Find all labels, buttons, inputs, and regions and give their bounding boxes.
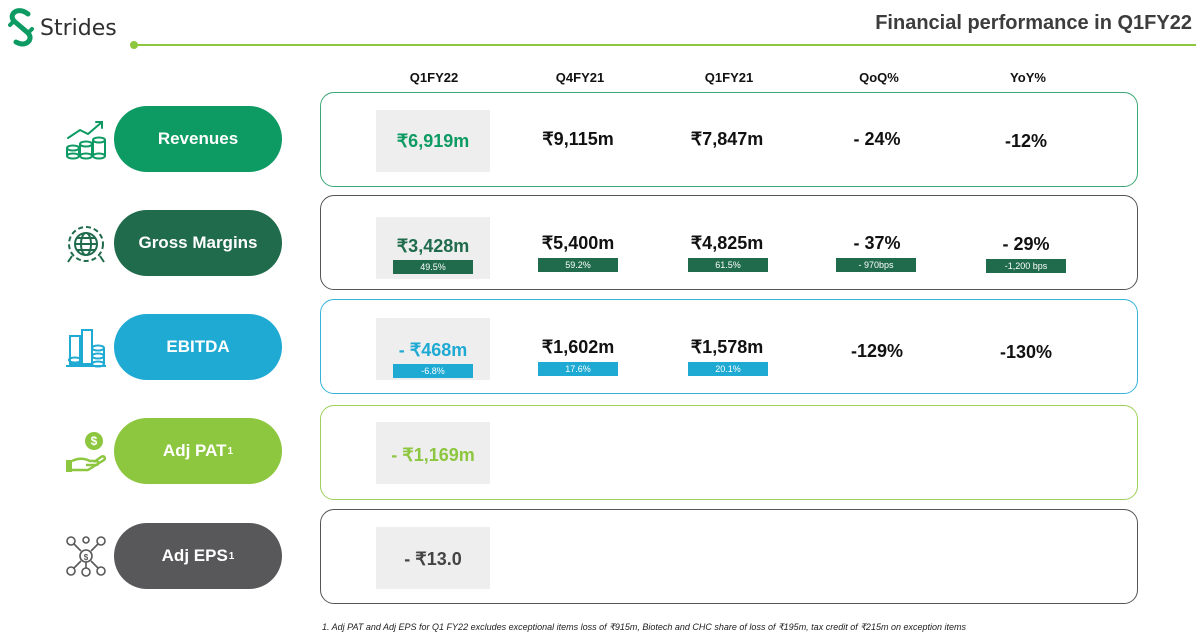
value-adj-eps-q1fy22: - ₹13.0 <box>404 549 462 569</box>
value-revenues-yoy: -12% <box>1004 131 1048 151</box>
pill-gross-margins: Gross Margins <box>114 210 282 276</box>
pill-label: EBITDA <box>166 337 230 356</box>
value-gross-margins-q4fy21: ₹5,400m <box>541 233 615 253</box>
pill-revenues: Revenues <box>114 106 282 172</box>
pill-label: Revenues <box>157 129 239 148</box>
value-ebitda-q1fy22: - ₹468m <box>398 340 468 360</box>
strides-logo: Strides <box>6 8 117 48</box>
brand-name: Strides <box>40 15 117 41</box>
value-revenues-qoq: - 24% <box>853 129 901 149</box>
value-gross-margins-qoq: - 37% <box>853 233 901 253</box>
coin-network-icon: $ <box>66 536 106 577</box>
value-ebitda-q4fy21: ₹1,602m <box>541 337 615 357</box>
value-revenues-q1fy21: ₹7,847m <box>690 129 764 149</box>
page-title: Financial performance in Q1FY22 <box>875 12 1192 34</box>
value-revenues-q1fy22: ₹6,919m <box>396 131 470 151</box>
value-ebitda-yoy: -130% <box>999 342 1053 362</box>
footnote: 1. Adj PAT and Adj EPS for Q1 FY22 exclu… <box>322 622 966 632</box>
pill-adj-eps: Adj EPS 1 <box>114 523 282 589</box>
pill-footnote-marker: 1 <box>228 550 235 562</box>
coins-growth-icon <box>66 121 106 160</box>
hand-coin-icon: $ <box>66 432 107 472</box>
value-adj-pat-q1fy22: - ₹1,169m <box>391 445 475 465</box>
margin-tag-q4fy21: 59.2% <box>538 258 618 272</box>
highlight-box-q1fy22 <box>376 527 490 589</box>
pill-ebitda: EBITDA <box>114 314 282 380</box>
coin-stacks-icon <box>66 329 106 368</box>
highlight-box-q1fy22 <box>376 110 490 172</box>
value-gross-margins-q1fy21: ₹4,825m <box>690 233 764 253</box>
value-revenues-q4fy21: ₹9,115m <box>542 129 614 149</box>
globe-gear-icon <box>67 226 105 263</box>
value-gross-margins-yoy: - 29% <box>1002 234 1050 254</box>
margin-tag-q4fy21: 17.6% <box>538 362 618 376</box>
pill-footnote-marker: 1 <box>227 445 234 457</box>
value-ebitda-qoq: -129% <box>850 341 904 361</box>
margin-tag-q1fy21: 61.5% <box>688 258 768 272</box>
strides-logo-icon <box>8 8 34 47</box>
column-header-q1fy21: Q1FY21 <box>704 70 754 85</box>
margin-tag-q1fy21: 20.1% <box>688 362 768 376</box>
svg-text:$: $ <box>91 434 98 448</box>
pill-label: Adj PAT <box>162 441 227 460</box>
value-ebitda-q1fy21: ₹1,578m <box>690 337 764 357</box>
margin-tag-yoy: -1,200 bps <box>986 259 1066 273</box>
column-header-yoy: YoY% <box>1010 70 1046 85</box>
pill-label: Gross Margins <box>138 233 258 252</box>
column-header-qoq: QoQ% <box>859 70 899 85</box>
svg-text:$: $ <box>84 553 89 562</box>
pill-label: Adj EPS <box>161 546 228 565</box>
margin-tag-qoq: - 970bps <box>836 258 916 272</box>
margin-tag-q1fy22: 49.5% <box>393 260 473 274</box>
margin-tag-q1fy22: -6.8% <box>393 364 473 378</box>
highlight-box-q1fy22 <box>376 422 490 484</box>
column-header-q4fy21: Q4FY21 <box>555 70 605 85</box>
value-gross-margins-q1fy22: ₹3,428m <box>396 236 470 256</box>
column-header-q1fy22: Q1FY22 <box>409 70 459 85</box>
header-divider <box>134 44 1196 46</box>
pill-adj-pat: Adj PAT 1 <box>114 418 282 484</box>
